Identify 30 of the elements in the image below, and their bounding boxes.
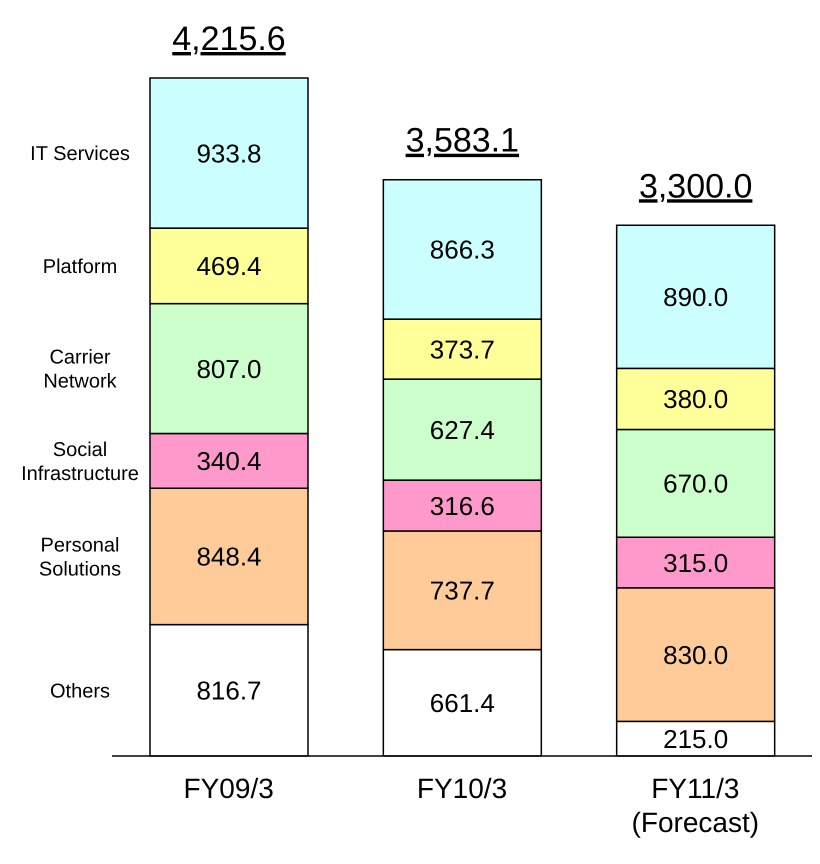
data-label: 737.7 <box>430 576 495 606</box>
data-label: 933.8 <box>196 138 262 168</box>
x-tick-label: FY11/3 (Forecast) <box>632 773 760 838</box>
total-label: 3,300.0 <box>638 167 752 206</box>
x-tick-label: FY10/3 <box>416 773 508 804</box>
data-label: 373.7 <box>430 334 495 364</box>
data-label: 661.4 <box>430 688 495 718</box>
data-label: 627.4 <box>430 414 495 445</box>
data-label: 670.0 <box>663 468 728 499</box>
data-label: 380.0 <box>663 384 728 414</box>
data-label: 866.3 <box>430 234 495 265</box>
data-label: 315.0 <box>663 548 728 578</box>
series-label: Personal Solutions <box>38 534 122 580</box>
series-label: Carrier Network <box>43 346 118 393</box>
data-label: 340.4 <box>196 446 262 476</box>
data-label: 807.0 <box>196 354 262 384</box>
x-tick-label: FY09/3 <box>184 773 274 804</box>
series-label: IT Services <box>30 143 130 166</box>
total-label: 3,583.1 <box>406 122 520 160</box>
data-label: 469.4 <box>196 251 262 282</box>
data-label: 890.0 <box>663 282 728 312</box>
data-label: 816.7 <box>196 676 262 706</box>
series-label: Social Infrastructure <box>21 438 139 485</box>
data-label: 848.4 <box>196 542 262 572</box>
data-label: 830.0 <box>663 640 728 670</box>
series-label: Others <box>50 680 110 702</box>
series-label: Platform <box>42 256 118 278</box>
total-label: 4,215.6 <box>172 20 286 58</box>
data-label: 316.6 <box>430 490 495 521</box>
data-label: 215.0 <box>663 724 728 754</box>
